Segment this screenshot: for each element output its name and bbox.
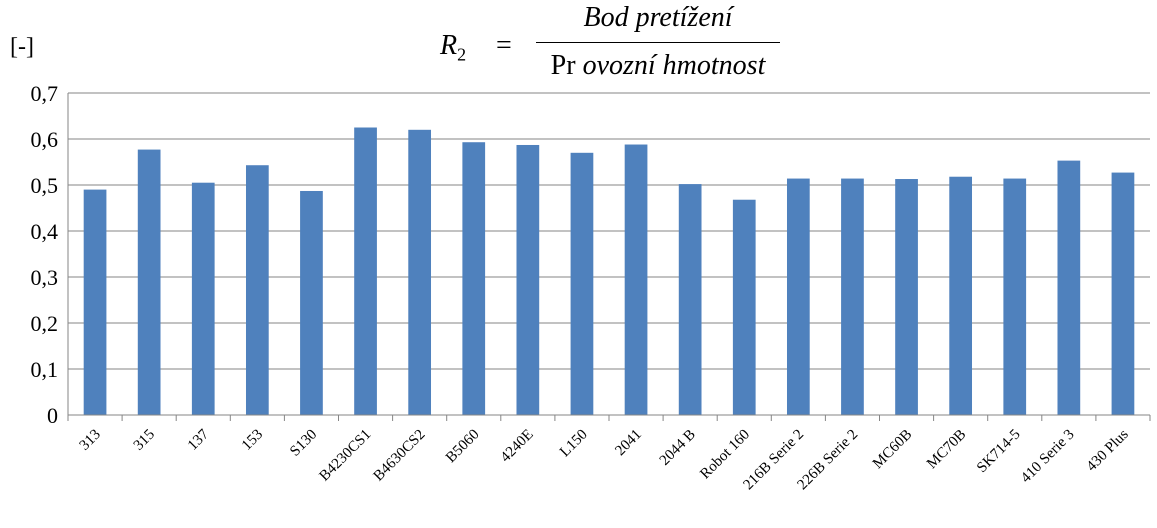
x-tick-label: 410 Serie 3 xyxy=(1018,427,1078,487)
bar xyxy=(83,189,107,415)
bar xyxy=(462,142,486,415)
bar xyxy=(895,179,918,415)
x-tick-label: L150 xyxy=(557,427,591,461)
x-tick-label: 430 Plus xyxy=(1084,426,1132,474)
y-tick-label: 0,4 xyxy=(31,219,59,244)
x-tick-label: 2041 xyxy=(612,427,645,460)
formula-numerator: Bod pretížení xyxy=(583,2,733,33)
bar xyxy=(1057,160,1081,415)
axes xyxy=(67,93,1151,421)
x-tick-label: 153 xyxy=(239,427,266,454)
bar xyxy=(949,176,973,415)
bar xyxy=(245,165,269,415)
formula-fraction-bar xyxy=(536,42,780,43)
bar xyxy=(732,199,756,415)
x-tick-label: MC70B xyxy=(924,427,970,473)
x-tick-label: Robot 160 xyxy=(697,427,753,483)
x-tick-label: 137 xyxy=(185,426,213,454)
y-tick-label: 0,2 xyxy=(31,311,59,336)
y-tick-label: 0,5 xyxy=(31,173,59,198)
formula-lhs: R2 xyxy=(440,30,467,65)
y-tick-label: 0,7 xyxy=(31,81,59,106)
y-tick-label: 0 xyxy=(47,403,58,428)
bar xyxy=(1003,178,1027,415)
bar xyxy=(678,184,702,415)
bar xyxy=(137,149,161,415)
formula-title: R2 = Bod pretížení Pr ovozní hmotnost xyxy=(440,2,780,88)
bar xyxy=(1111,172,1135,415)
x-tick-label: S130 xyxy=(287,427,320,460)
bar xyxy=(841,178,864,415)
bar xyxy=(516,144,540,416)
y-axis-unit-label: [-] xyxy=(10,34,34,60)
x-tick-label: B4230CS1 xyxy=(316,427,374,485)
y-tick-labels: 0 0,1 0,2 0,3 0,4 0,5 0,6 0,7 xyxy=(31,81,59,428)
bar xyxy=(786,178,810,415)
bar xyxy=(300,190,323,415)
x-tick-label: 315 xyxy=(131,427,158,454)
x-tick-label: 2044 B xyxy=(657,427,699,469)
bars xyxy=(83,127,1135,416)
x-tick-label: B5060 xyxy=(443,427,483,467)
x-tick-label: B4630CS2 xyxy=(371,427,429,485)
x-tick-label: 313 xyxy=(77,427,104,454)
gridlines xyxy=(68,92,1150,370)
formula-equals: = xyxy=(496,30,512,61)
y-tick-label: 0,3 xyxy=(31,265,59,290)
bar xyxy=(191,182,215,415)
x-tick-label: 4240E xyxy=(498,427,537,466)
x-tick-label: MC60B xyxy=(870,427,916,473)
bar xyxy=(354,127,377,415)
formula-denominator: Pr ovozní hmotnost xyxy=(550,50,766,81)
bar xyxy=(624,144,648,415)
bar xyxy=(570,152,594,416)
x-tick-label: SK714-5 xyxy=(974,427,1024,477)
y-tick-label: 0,1 xyxy=(31,357,59,382)
bar xyxy=(408,129,432,416)
y-tick-label: 0,6 xyxy=(31,127,59,152)
